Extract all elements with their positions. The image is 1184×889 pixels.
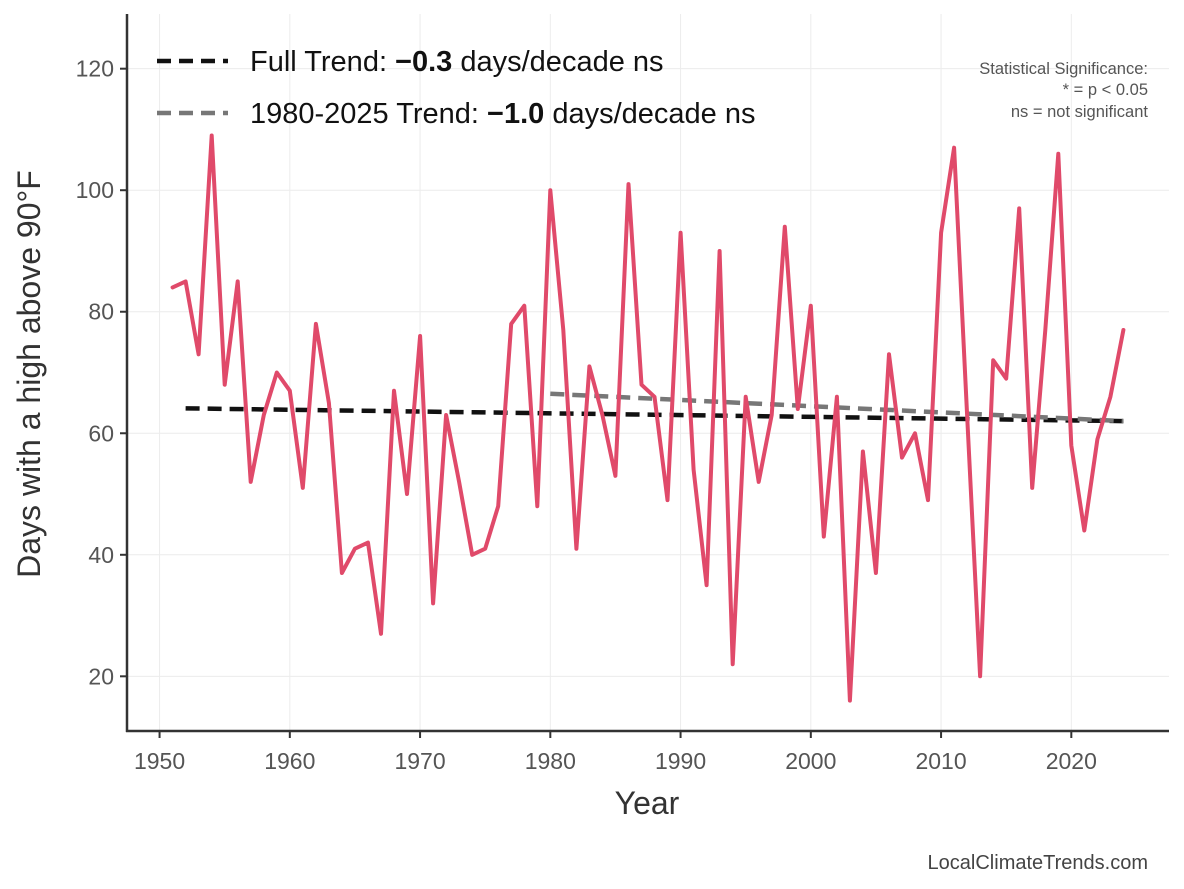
x-tick-label-1960: 1960 xyxy=(264,748,315,774)
y-tick-label-60: 60 xyxy=(88,420,114,446)
x-axis-label: Year xyxy=(615,785,680,821)
legend-label-recent-trend: 1980-2025 Trend: −1.0 days/decade ns xyxy=(250,98,755,130)
x-tick-label-2010: 2010 xyxy=(915,748,966,774)
legend-label-full-trend: Full Trend: −0.3 days/decade ns xyxy=(250,46,664,78)
x-tick-label-2000: 2000 xyxy=(785,748,836,774)
x-tick-label-1950: 1950 xyxy=(134,748,185,774)
x-tick-label-1980: 1980 xyxy=(525,748,576,774)
grid xyxy=(127,14,1169,731)
significance-title: Statistical Significance: xyxy=(979,60,1148,78)
x-tick-label-2020: 2020 xyxy=(1046,748,1097,774)
data-series xyxy=(170,133,1126,703)
y-tick-label-80: 80 xyxy=(88,299,114,325)
y-axis-label: Days with a high above 90°F xyxy=(11,170,47,578)
ticks: 20 40 60 80 100 120 1950 1960 1970 1980 1990 2000 20… xyxy=(76,56,1097,774)
y-tick-label-120: 120 xyxy=(76,56,114,82)
significance-ns: ns = not significant xyxy=(1011,103,1149,121)
y-tick-label-100: 100 xyxy=(76,177,114,203)
y-tick-label-40: 40 xyxy=(88,542,114,568)
legend: Full Trend: −0.3 days/decade ns 1980-202… xyxy=(157,46,755,130)
credit-label: LocalClimateTrends.com xyxy=(928,852,1148,874)
series-line-days-above-90 xyxy=(170,133,1126,703)
axes xyxy=(125,14,1169,733)
x-tick-label-1990: 1990 xyxy=(655,748,706,774)
x-tick-label-1970: 1970 xyxy=(394,748,445,774)
significance-threshold: * = p < 0.05 xyxy=(1063,81,1148,99)
y-tick-label-20: 20 xyxy=(88,663,114,689)
significance-note: Statistical Significance: * = p < 0.05 n… xyxy=(979,60,1148,121)
